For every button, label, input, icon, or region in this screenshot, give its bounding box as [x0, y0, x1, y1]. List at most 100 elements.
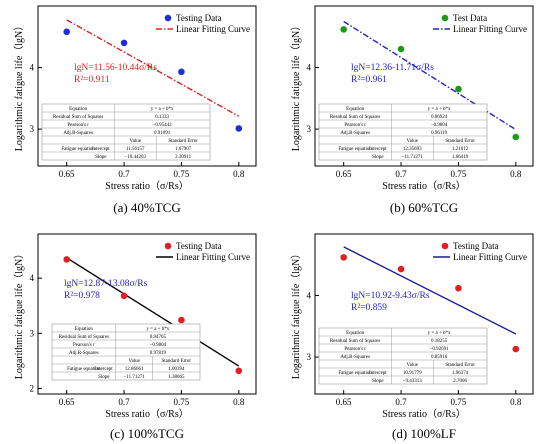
table-cell: y = a + b*x: [428, 107, 451, 112]
table-cell: −0.95442: [153, 123, 173, 128]
table-cell: Pearson's r: [344, 123, 366, 128]
table-cell: Value: [407, 139, 419, 144]
data-point: [235, 125, 243, 132]
data-point: [120, 39, 128, 47]
chart-panel-2: 0.65 0.7 0.75 0.8 3 4 Stress ratio（σ/Rs） Logari…: [290, 5, 534, 215]
data-point: [178, 68, 185, 76]
table-cell: 12.86661: [125, 367, 144, 372]
table-cell: 2.30911: [175, 155, 192, 160]
legend-label-data: Testing Data: [453, 241, 499, 251]
table-cell: Value: [128, 359, 140, 364]
table-cell: 0.18255: [431, 339, 448, 344]
x-tick-label: 0.75: [451, 169, 467, 179]
x-tick-label: 0.8: [510, 169, 522, 179]
table-cell: Pearson's r: [73, 343, 95, 348]
x-axis-label: Stress ratio（σ/Rs）: [382, 180, 465, 192]
data-point: [63, 28, 70, 36]
table-cell: Intercept: [95, 367, 113, 372]
data-point: [512, 345, 520, 353]
table-cell: Fatigue equation: [67, 367, 101, 372]
panel-caption: (a) 40%TCG: [113, 200, 181, 215]
table-cell: y = a + b*x: [428, 331, 451, 336]
y-tick-label: 4: [30, 273, 35, 283]
data-point: [178, 316, 185, 324]
table-cell: y = a + b*x: [146, 327, 169, 332]
x-axis-label: Stress ratio（σ/Rs）: [382, 408, 465, 420]
legend-label-fit: Linear Fitting Curve: [176, 252, 250, 262]
table-cell: Slope: [98, 375, 110, 380]
y-tick-label: 3: [30, 328, 35, 338]
table-cell: 1.21012: [452, 147, 469, 152]
table-cell: Fatigue equation: [338, 147, 372, 152]
x-tick-label: 0.75: [451, 397, 467, 407]
legend-label-data: Testing Data: [176, 241, 222, 251]
y-tick-label: 3: [307, 124, 312, 134]
table-cell: Adj.R-Squares: [69, 351, 99, 356]
table-cell: Slope: [372, 379, 384, 384]
table-cell: Pearson's r: [67, 123, 89, 128]
table-cell: 0.96119: [431, 131, 448, 136]
stats-table-frame: [318, 327, 488, 385]
x-tick-label: 0.7: [395, 397, 407, 407]
fit-equation: lgN=12.36-11.71σ/Rs: [351, 63, 434, 73]
plot-frame: [314, 5, 534, 167]
legend-label-fit: Linear Fitting Curve: [453, 252, 527, 262]
stats-table: Equation y = a + b*x Residual Sum of Squar…: [318, 327, 488, 385]
fit-equation: lgN=12.87-13.08σ/Rs: [64, 279, 148, 289]
table-cell: −0.92691: [430, 347, 450, 352]
chart-panel-3: 0.65 0.7 0.75 0.8 2 3 4 Stress ratio（σ/Rs） Logar…: [13, 233, 257, 441]
table-cell: 1.67907: [175, 147, 192, 152]
legend-label-data: Testing Data: [176, 13, 222, 23]
table-cell: Adj.R-Squares: [340, 131, 370, 136]
table-cell: 0.91091: [154, 131, 171, 136]
r-squared: R²=0.911: [74, 75, 110, 85]
legend-marker-data: [441, 14, 449, 22]
x-axis-label: Stress ratio（σ/Rs）: [105, 408, 188, 420]
table-cell: Standard Error: [168, 139, 198, 144]
stats-table-frame: [318, 103, 488, 161]
table-cell: Fatigue equation: [61, 147, 95, 152]
table-cell: 0.94765: [150, 335, 167, 340]
x-tick-label: 0.8: [233, 397, 245, 407]
table-cell: −11.71271: [123, 375, 145, 380]
table-cell: 1.00394: [168, 367, 185, 372]
x-axis-label: Stress ratio（σ/Rs）: [105, 180, 188, 192]
table-cell: 1.38065: [168, 375, 185, 380]
panel-caption: (c) 100%TCG: [110, 426, 184, 441]
data-point: [455, 284, 462, 292]
y-axis-label: Logarithmic fatigue life（lgN）: [13, 249, 25, 380]
y-axis-label: Logarithmic fatigue life（lgN）: [290, 249, 302, 380]
linear-fit-line: [66, 19, 240, 117]
table-cell: Fatigue equation: [338, 371, 372, 376]
fit-equation: lgN=10.92-9.43σ/Rs: [351, 291, 430, 301]
y-axis-label: Logarithmic fatigue life（lgN）: [13, 21, 25, 152]
r-squared: R²=0.859: [351, 303, 387, 313]
table-cell: Equation: [75, 327, 94, 332]
data-point: [397, 45, 405, 53]
y-tick-label: 4: [307, 63, 312, 73]
x-tick-label: 0.65: [336, 169, 352, 179]
table-cell: Residual Sum of Squares: [330, 339, 380, 344]
data-point: [120, 292, 128, 300]
table-cell: Intercept: [92, 147, 110, 152]
table-cell: −0.9804: [431, 123, 448, 128]
table-cell: Value: [130, 139, 142, 144]
data-point: [340, 26, 347, 33]
stats-table-frame: [41, 103, 211, 161]
table-cell: 10.91779: [403, 371, 422, 376]
table-cell: Standard Error: [162, 359, 192, 364]
table-cell: Slope: [95, 155, 107, 160]
table-cell: Adj.R-Squares: [340, 355, 370, 360]
legend-label-data: Test Data: [453, 13, 487, 23]
panel-caption: (d) 100%LF: [392, 426, 456, 441]
data-point: [455, 85, 462, 93]
data-point: [340, 254, 347, 261]
legend-marker-data: [441, 242, 449, 250]
linear-fit-line: [66, 257, 240, 367]
stats-table: Equation y = a + b*x Residual Sum of Squar…: [41, 103, 211, 161]
table-cell: Intercept: [369, 371, 387, 376]
x-tick-label: 0.8: [233, 169, 245, 179]
table-cell: −9.43313: [403, 379, 423, 384]
legend-marker-data: [164, 242, 172, 250]
